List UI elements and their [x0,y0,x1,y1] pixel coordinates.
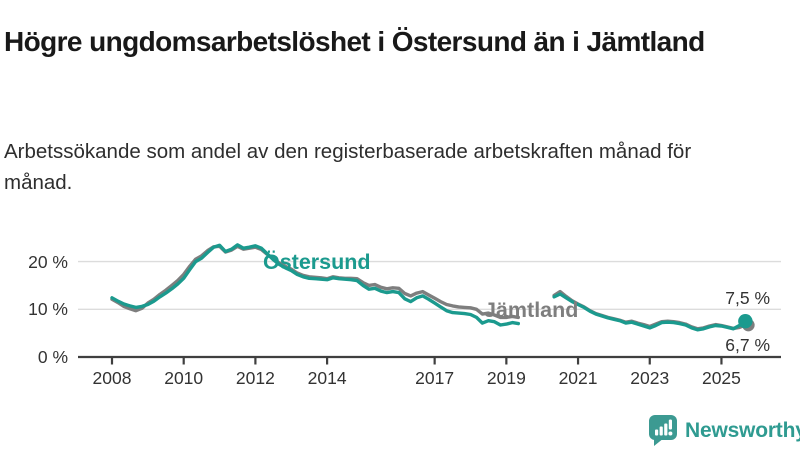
chart-title: Högre ungdomsarbetslöshet i Östersund än… [4,25,705,57]
end-value-label-jamtland: 6,7 % [725,335,770,355]
y-tick-label: 10 % [28,299,68,320]
brand-name: Newsworthy [685,418,800,442]
series-label-ostersund: Östersund [263,250,371,274]
bar-chart-speech-bubble-icon [649,415,677,446]
x-tick-label: 2019 [486,368,526,388]
y-tick-label: 0 % [37,347,68,367]
jamtland-line [110,244,748,331]
chart-subtitle: Arbetssökande som andel av den registerb… [4,140,692,194]
x-tick-label: 2012 [235,368,275,388]
x-tick-label: 2025 [701,368,741,388]
x-tick-label: 2010 [164,368,204,388]
end-value-label-ostersund: 7,5 % [725,288,770,308]
ostersund-end-dot [738,314,753,329]
series-label-jamtland: Jämtland [484,298,579,322]
ostersund-line [110,243,748,332]
x-tick-label: 2021 [558,368,598,388]
x-tick-label: 2008 [92,368,132,388]
x-tick-label: 2017 [415,368,455,388]
newsworthy-logo: Newsworthy [648,414,800,447]
x-tick-label: 2023 [630,368,670,388]
x-tick-label: 2014 [307,368,347,388]
y-tick-label: 20 % [28,251,68,272]
